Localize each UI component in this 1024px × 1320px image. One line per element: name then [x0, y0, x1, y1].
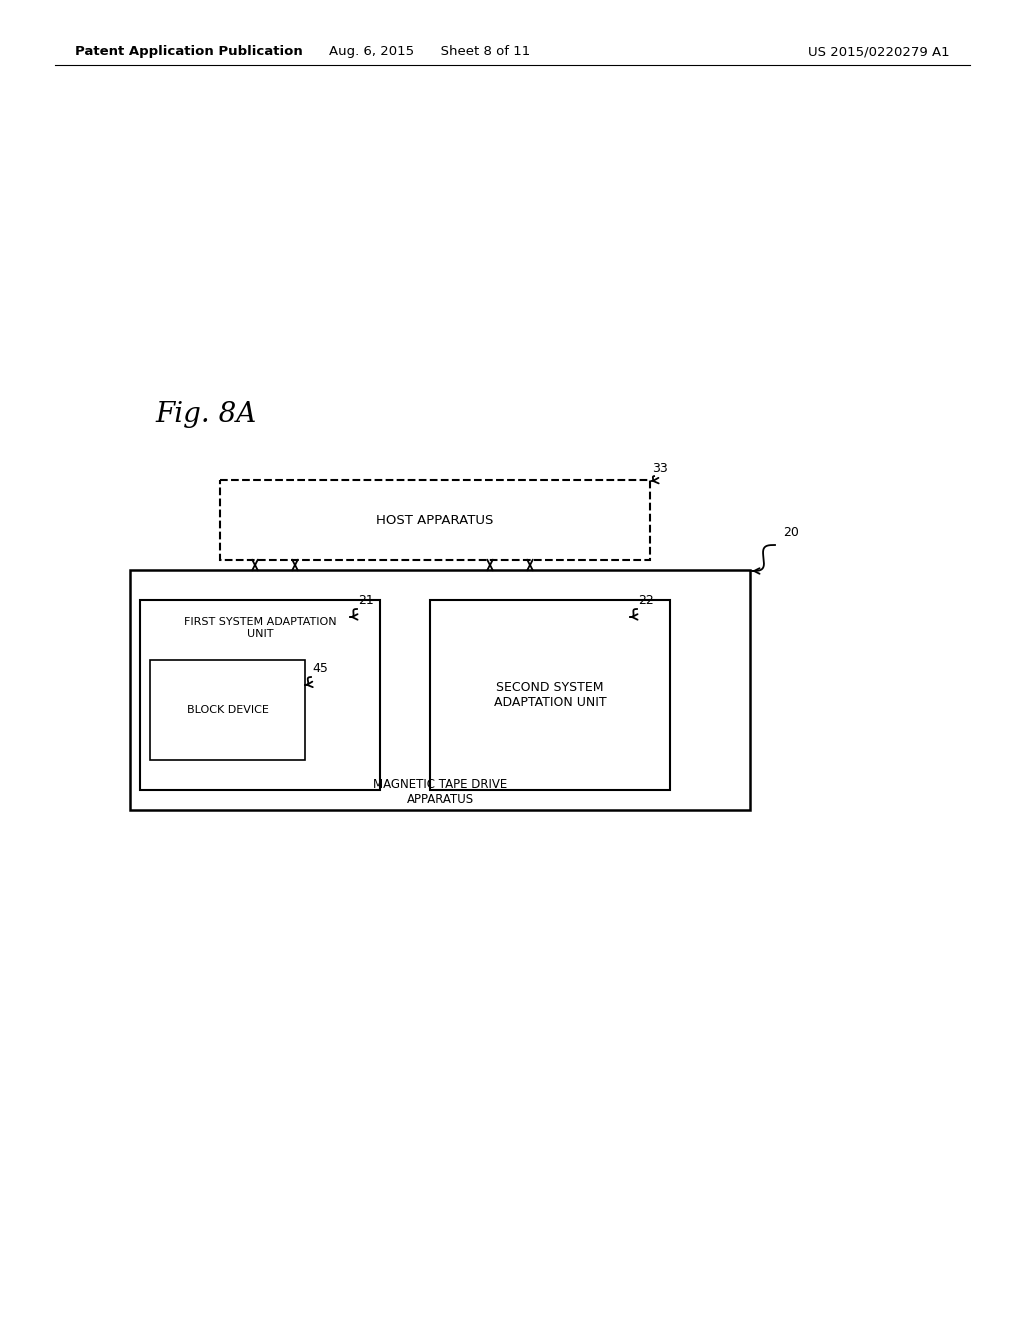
Text: MAGNETIC TAPE DRIVE
APPARATUS: MAGNETIC TAPE DRIVE APPARATUS — [373, 777, 507, 807]
Text: Patent Application Publication: Patent Application Publication — [75, 45, 303, 58]
Text: 21: 21 — [358, 594, 374, 606]
Text: Aug. 6, 2015  Sheet 8 of 11: Aug. 6, 2015 Sheet 8 of 11 — [330, 45, 530, 58]
Bar — [130, 570, 750, 810]
Bar — [150, 660, 305, 760]
Text: FIRST SYSTEM ADAPTATION
UNIT: FIRST SYSTEM ADAPTATION UNIT — [183, 618, 336, 639]
Text: SECOND SYSTEM
ADAPTATION UNIT: SECOND SYSTEM ADAPTATION UNIT — [494, 681, 606, 709]
Text: Fig. 8A: Fig. 8A — [155, 401, 256, 429]
Text: 33: 33 — [652, 462, 668, 474]
Text: 22: 22 — [638, 594, 653, 606]
Bar — [140, 601, 380, 789]
Text: 20: 20 — [783, 525, 799, 539]
Text: 45: 45 — [312, 661, 328, 675]
Bar — [220, 480, 650, 560]
Text: BLOCK DEVICE: BLOCK DEVICE — [186, 705, 268, 715]
Bar — [430, 601, 670, 789]
Text: US 2015/0220279 A1: US 2015/0220279 A1 — [808, 45, 950, 58]
Text: HOST APPARATUS: HOST APPARATUS — [376, 513, 494, 527]
